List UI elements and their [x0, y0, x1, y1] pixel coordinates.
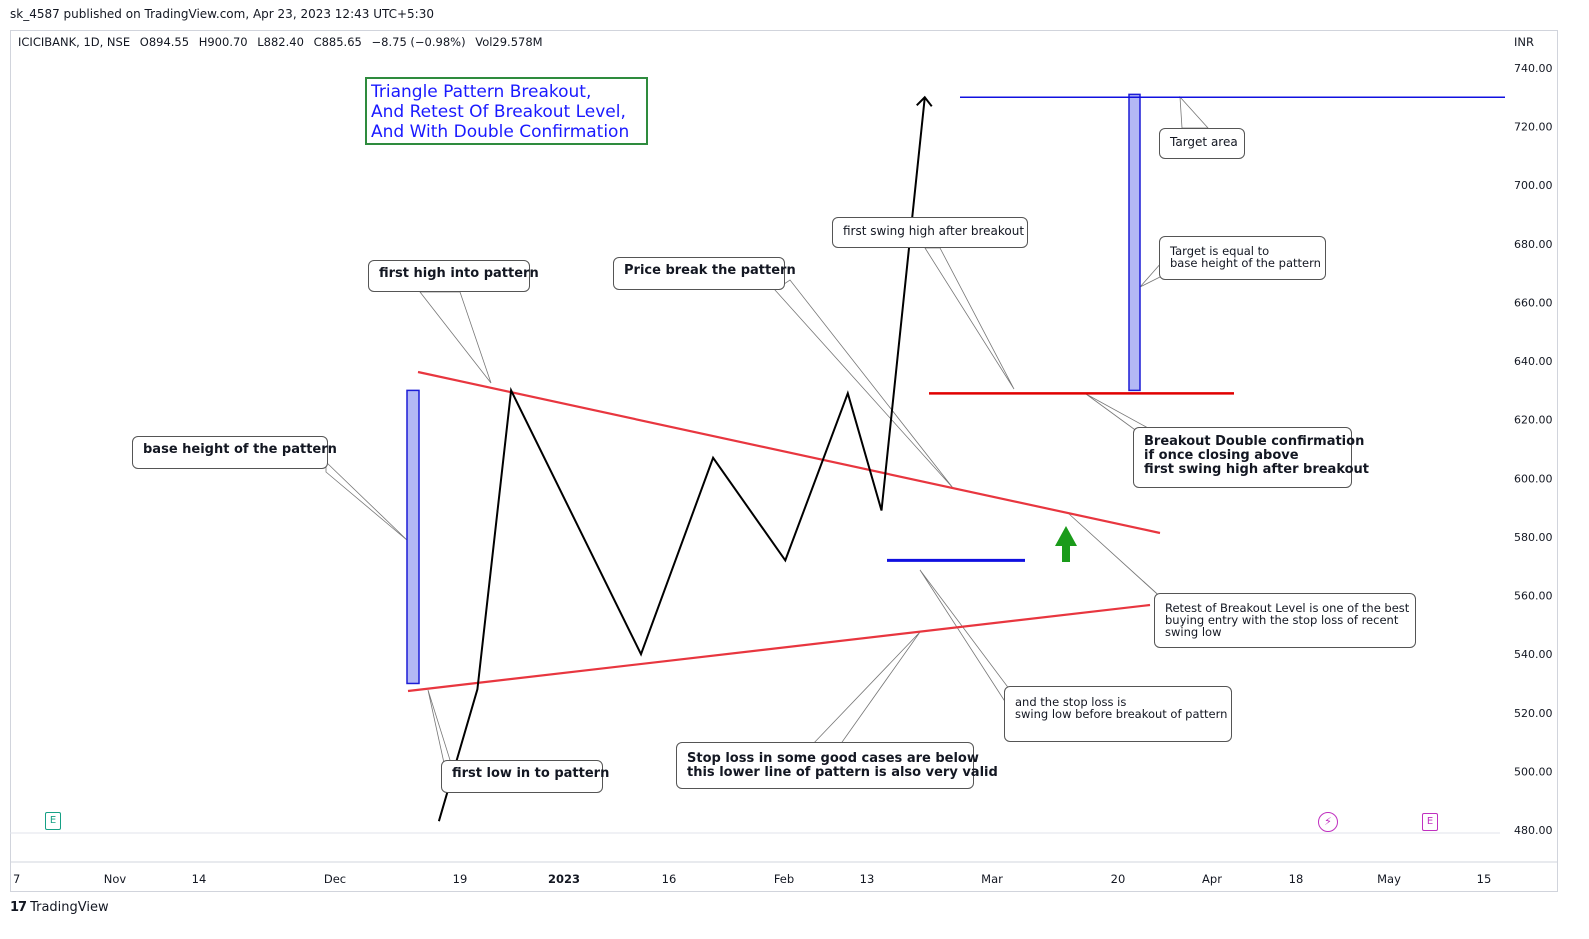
upper-trendline: [417, 370, 1161, 535]
callout-first-swing-high-text: first swing high after breakout: [843, 224, 1025, 238]
legend-close: C885.65: [313, 35, 362, 49]
callout-target-equal-line2: base height of the pattern: [1170, 256, 1321, 270]
title-line-2: And Retest Of Breakout Level,: [371, 102, 626, 122]
chart-frame[interactable]: [10, 30, 1558, 892]
y-tick-label: 500.00: [1514, 765, 1553, 778]
published-header: sk_4587 published on TradingView.com, Ap…: [10, 7, 434, 21]
currency-label: INR: [1514, 35, 1534, 49]
x-tick-label: 15: [1477, 872, 1492, 886]
y-tick-label: 520.00: [1514, 707, 1553, 720]
callout-first-swing-high[interactable]: first swing high after breakout: [832, 217, 1028, 248]
x-tick-label: 18: [1289, 872, 1304, 886]
pointer-stop-loss-swing: [919, 569, 1011, 701]
callout-target-equal-line1: Target is equal to: [1170, 244, 1270, 258]
legend-bar: ICICIBANK, 1D, NSE O894.55 H900.70 L882.…: [18, 35, 543, 49]
x-tick-label: Feb: [774, 872, 794, 886]
y-tick-label: 600.00: [1514, 472, 1553, 485]
legend-symbol[interactable]: ICICIBANK, 1D, NSE: [18, 35, 131, 49]
earnings-badge-left[interactable]: E: [45, 812, 61, 830]
pointer-first-swing-high: [924, 247, 1015, 390]
x-tick-label: 14: [192, 872, 207, 886]
callout-first-low-text: first low in to pattern: [452, 766, 610, 781]
callout-base-height-text: base height of the pattern: [143, 442, 337, 457]
x-tick-label: 7: [13, 872, 20, 886]
y-tick-label: 540.00: [1514, 648, 1553, 661]
base-height-bar: [406, 389, 420, 685]
callout-stop-loss-lower[interactable]: Stop loss in some good cases are below t…: [676, 742, 998, 789]
pointer-price-break: [774, 279, 954, 489]
callout-target-area-text: Target area: [1170, 135, 1238, 149]
y-tick-label: 580.00: [1514, 531, 1553, 544]
callout-price-break-text: Price break the pattern: [624, 263, 796, 278]
earnings-badge-right[interactable]: E: [1422, 813, 1438, 831]
lightning-icon[interactable]: ⚡: [1318, 812, 1338, 832]
price-path-line: [437, 97, 926, 822]
callout-target-equal[interactable]: Target is equal to base height of the pa…: [1159, 236, 1326, 280]
callout-target-area[interactable]: Target area: [1159, 128, 1245, 159]
callout-stop-swing-line1: and the stop loss is: [1015, 695, 1127, 709]
callout-retest-line2: buying entry with the stop loss of recen…: [1165, 613, 1399, 627]
callout-breakout-line2: if once closing above: [1144, 448, 1299, 463]
x-tick-label: May: [1377, 872, 1401, 886]
pointer-target-area: [1179, 95, 1209, 129]
callout-first-low[interactable]: first low in to pattern: [441, 760, 610, 793]
x-tick-label: 13: [860, 872, 875, 886]
pointer-first-high: [419, 291, 492, 384]
y-tick-label: 560.00: [1514, 590, 1553, 603]
x-tick-label: Apr: [1202, 872, 1222, 886]
title-box[interactable]: Triangle Pattern Breakout, And Retest Of…: [365, 77, 648, 145]
footer: 17 TradingView: [10, 900, 109, 915]
pointer-base-height: [325, 461, 409, 542]
callout-breakout-double[interactable]: Breakout Double confirmation if once clo…: [1133, 427, 1370, 488]
x-tick-label: 2023: [548, 872, 580, 886]
legend-open: O894.55: [139, 35, 190, 49]
callout-price-break[interactable]: Price break the pattern: [613, 257, 796, 290]
y-tick-label: 740.00: [1514, 62, 1553, 75]
callout-breakout-line3: first swing high after breakout: [1144, 462, 1370, 477]
callout-stop-loss-swing[interactable]: and the stop loss is swing low before br…: [1004, 686, 1232, 742]
target-arrow-head: [916, 95, 933, 107]
lower-trendline: [407, 603, 1151, 693]
footer-brand[interactable]: TradingView: [30, 900, 109, 915]
legend-volume: Vol29.578M: [475, 35, 543, 49]
title-line-1: Triangle Pattern Breakout,: [371, 82, 592, 102]
legend-change: −8.75 (−0.98%): [371, 35, 466, 49]
callout-stop-lower-line2: this lower line of pattern is also very …: [687, 765, 998, 780]
callout-breakout-line1: Breakout Double confirmation: [1144, 434, 1365, 449]
target-height-bar: [1128, 93, 1141, 392]
x-tick-label: Mar: [981, 872, 1003, 886]
y-tick-label: 640.00: [1514, 355, 1553, 368]
x-tick-label: 20: [1111, 872, 1126, 886]
x-tick-label: Dec: [324, 872, 346, 886]
y-tick-label: 620.00: [1514, 414, 1553, 427]
callout-base-height[interactable]: base height of the pattern: [132, 436, 337, 469]
tradingview-logo-icon: 17: [10, 900, 27, 915]
x-tick-label: 19: [453, 872, 468, 886]
title-line-3: And With Double Confirmation: [371, 122, 630, 142]
callout-retest-line3: swing low: [1165, 625, 1222, 639]
callout-retest[interactable]: Retest of Breakout Level is one of the b…: [1154, 593, 1416, 648]
y-tick-label: 700.00: [1514, 179, 1553, 192]
callout-stop-lower-line1: Stop loss in some good cases are below: [687, 751, 979, 766]
callout-retest-line1: Retest of Breakout Level is one of the b…: [1165, 601, 1410, 615]
buy-arrow-icon: [1055, 526, 1077, 562]
y-tick-label: 660.00: [1514, 296, 1553, 309]
x-tick-label: Nov: [104, 872, 127, 886]
y-tick-label: 680.00: [1514, 238, 1553, 251]
pointer-first-low: [427, 689, 451, 764]
y-tick-label: 720.00: [1514, 121, 1553, 134]
legend-high: H900.70: [198, 35, 248, 49]
callout-stop-swing-line2: swing low before breakout of pattern: [1015, 707, 1228, 721]
callout-first-high-text: first high into pattern: [379, 266, 539, 281]
pointer-retest: [1067, 512, 1165, 601]
y-tick-label: 480.00: [1514, 824, 1553, 837]
legend-low: L882.40: [257, 35, 304, 49]
x-tick-label: 16: [662, 872, 677, 886]
pointer-stop-loss-lower: [811, 631, 921, 746]
callout-first-high[interactable]: first high into pattern: [368, 260, 539, 292]
